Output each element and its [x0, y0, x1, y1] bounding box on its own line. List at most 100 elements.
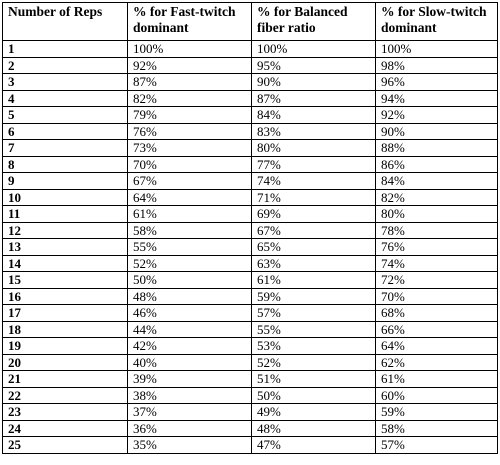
cell-reps: 16: [2, 287, 128, 305]
cell-fast-twitch: 87%: [127, 73, 252, 91]
cell-reps: 25: [2, 436, 128, 454]
cell-reps: 13: [2, 238, 128, 256]
cell-balanced: 77%: [251, 155, 376, 173]
cell-fast-twitch: 61%: [127, 205, 252, 223]
cell-reps: 18: [2, 320, 128, 338]
cell-fast-twitch: 40%: [127, 353, 252, 371]
table-row: 12 58% 67% 78%: [2, 221, 498, 239]
cell-balanced: 57%: [251, 304, 376, 322]
cell-fast-twitch: 50%: [127, 271, 252, 289]
cell-fast-twitch: 55%: [127, 238, 252, 256]
cell-balanced: 80%: [251, 139, 376, 157]
cell-reps: 6: [2, 122, 128, 140]
cell-balanced: 53%: [251, 337, 376, 355]
cell-slow-twitch: 84%: [375, 172, 498, 190]
cell-fast-twitch: 67%: [127, 172, 252, 190]
table-row: 17 46% 57% 68%: [2, 304, 498, 322]
table-row: 22 38% 50% 60%: [2, 386, 498, 404]
cell-fast-twitch: 100%: [127, 40, 252, 58]
cell-balanced: 74%: [251, 172, 376, 190]
header-slow-twitch: % for Slow-twitch dominant: [375, 2, 498, 41]
cell-slow-twitch: 76%: [375, 238, 498, 256]
cell-reps: 24: [2, 419, 128, 437]
cell-fast-twitch: 73%: [127, 139, 252, 157]
cell-fast-twitch: 92%: [127, 56, 252, 74]
cell-slow-twitch: 68%: [375, 304, 498, 322]
cell-reps: 15: [2, 271, 128, 289]
table-row: 1 100% 100% 100%: [2, 40, 498, 58]
cell-reps: 17: [2, 304, 128, 322]
cell-fast-twitch: 64%: [127, 188, 252, 206]
table-row: 25 35% 47% 57%: [2, 436, 498, 454]
cell-reps: 1: [2, 40, 128, 58]
table-row: 5 79% 84% 92%: [2, 106, 498, 124]
table-row: 19 42% 53% 64%: [2, 337, 498, 355]
table-row: 15 50% 61% 72%: [2, 271, 498, 289]
cell-slow-twitch: 92%: [375, 106, 498, 124]
cell-slow-twitch: 61%: [375, 370, 498, 388]
cell-slow-twitch: 70%: [375, 287, 498, 305]
cell-slow-twitch: 90%: [375, 122, 498, 140]
cell-reps: 12: [2, 221, 128, 239]
table-row: 7 73% 80% 88%: [2, 139, 498, 157]
cell-fast-twitch: 76%: [127, 122, 252, 140]
table-body: Number of Reps % for Fast-twitch dominan…: [2, 2, 498, 454]
cell-reps: 23: [2, 403, 128, 421]
cell-fast-twitch: 37%: [127, 403, 252, 421]
cell-slow-twitch: 98%: [375, 56, 498, 74]
cell-balanced: 67%: [251, 221, 376, 239]
cell-balanced: 100%: [251, 40, 376, 58]
cell-reps: 10: [2, 188, 128, 206]
cell-slow-twitch: 96%: [375, 73, 498, 91]
cell-balanced: 83%: [251, 122, 376, 140]
cell-slow-twitch: 58%: [375, 419, 498, 437]
table-row: 20 40% 52% 62%: [2, 353, 498, 371]
cell-reps: 22: [2, 386, 128, 404]
reps-percentage-table: Number of Reps % for Fast-twitch dominan…: [2, 2, 498, 454]
cell-reps: 14: [2, 254, 128, 272]
cell-fast-twitch: 42%: [127, 337, 252, 355]
cell-fast-twitch: 82%: [127, 89, 252, 107]
cell-slow-twitch: 64%: [375, 337, 498, 355]
cell-slow-twitch: 62%: [375, 353, 498, 371]
cell-balanced: 55%: [251, 320, 376, 338]
table-row: 6 76% 83% 90%: [2, 122, 498, 140]
cell-slow-twitch: 86%: [375, 155, 498, 173]
cell-fast-twitch: 39%: [127, 370, 252, 388]
cell-fast-twitch: 36%: [127, 419, 252, 437]
cell-fast-twitch: 44%: [127, 320, 252, 338]
cell-balanced: 48%: [251, 419, 376, 437]
cell-fast-twitch: 48%: [127, 287, 252, 305]
cell-reps: 5: [2, 106, 128, 124]
cell-slow-twitch: 66%: [375, 320, 498, 338]
header-number-of-reps: Number of Reps: [2, 2, 128, 41]
cell-balanced: 61%: [251, 271, 376, 289]
cell-balanced: 49%: [251, 403, 376, 421]
cell-slow-twitch: 72%: [375, 271, 498, 289]
cell-reps: 21: [2, 370, 128, 388]
cell-balanced: 95%: [251, 56, 376, 74]
header-fast-twitch: % for Fast-twitch dominant: [127, 2, 252, 41]
cell-fast-twitch: 35%: [127, 436, 252, 454]
cell-reps: 7: [2, 139, 128, 157]
table-row: 8 70% 77% 86%: [2, 155, 498, 173]
cell-balanced: 84%: [251, 106, 376, 124]
cell-slow-twitch: 60%: [375, 386, 498, 404]
table-row: 2 92% 95% 98%: [2, 56, 498, 74]
cell-balanced: 52%: [251, 353, 376, 371]
cell-fast-twitch: 79%: [127, 106, 252, 124]
cell-reps: 2: [2, 56, 128, 74]
cell-slow-twitch: 94%: [375, 89, 498, 107]
table-row: 16 48% 59% 70%: [2, 287, 498, 305]
cell-fast-twitch: 38%: [127, 386, 252, 404]
cell-slow-twitch: 59%: [375, 403, 498, 421]
cell-slow-twitch: 82%: [375, 188, 498, 206]
cell-reps: 20: [2, 353, 128, 371]
cell-reps: 8: [2, 155, 128, 173]
cell-slow-twitch: 74%: [375, 254, 498, 272]
cell-balanced: 47%: [251, 436, 376, 454]
header-balanced: % for Balanced fiber ratio: [251, 2, 376, 41]
cell-balanced: 90%: [251, 73, 376, 91]
cell-slow-twitch: 80%: [375, 205, 498, 223]
